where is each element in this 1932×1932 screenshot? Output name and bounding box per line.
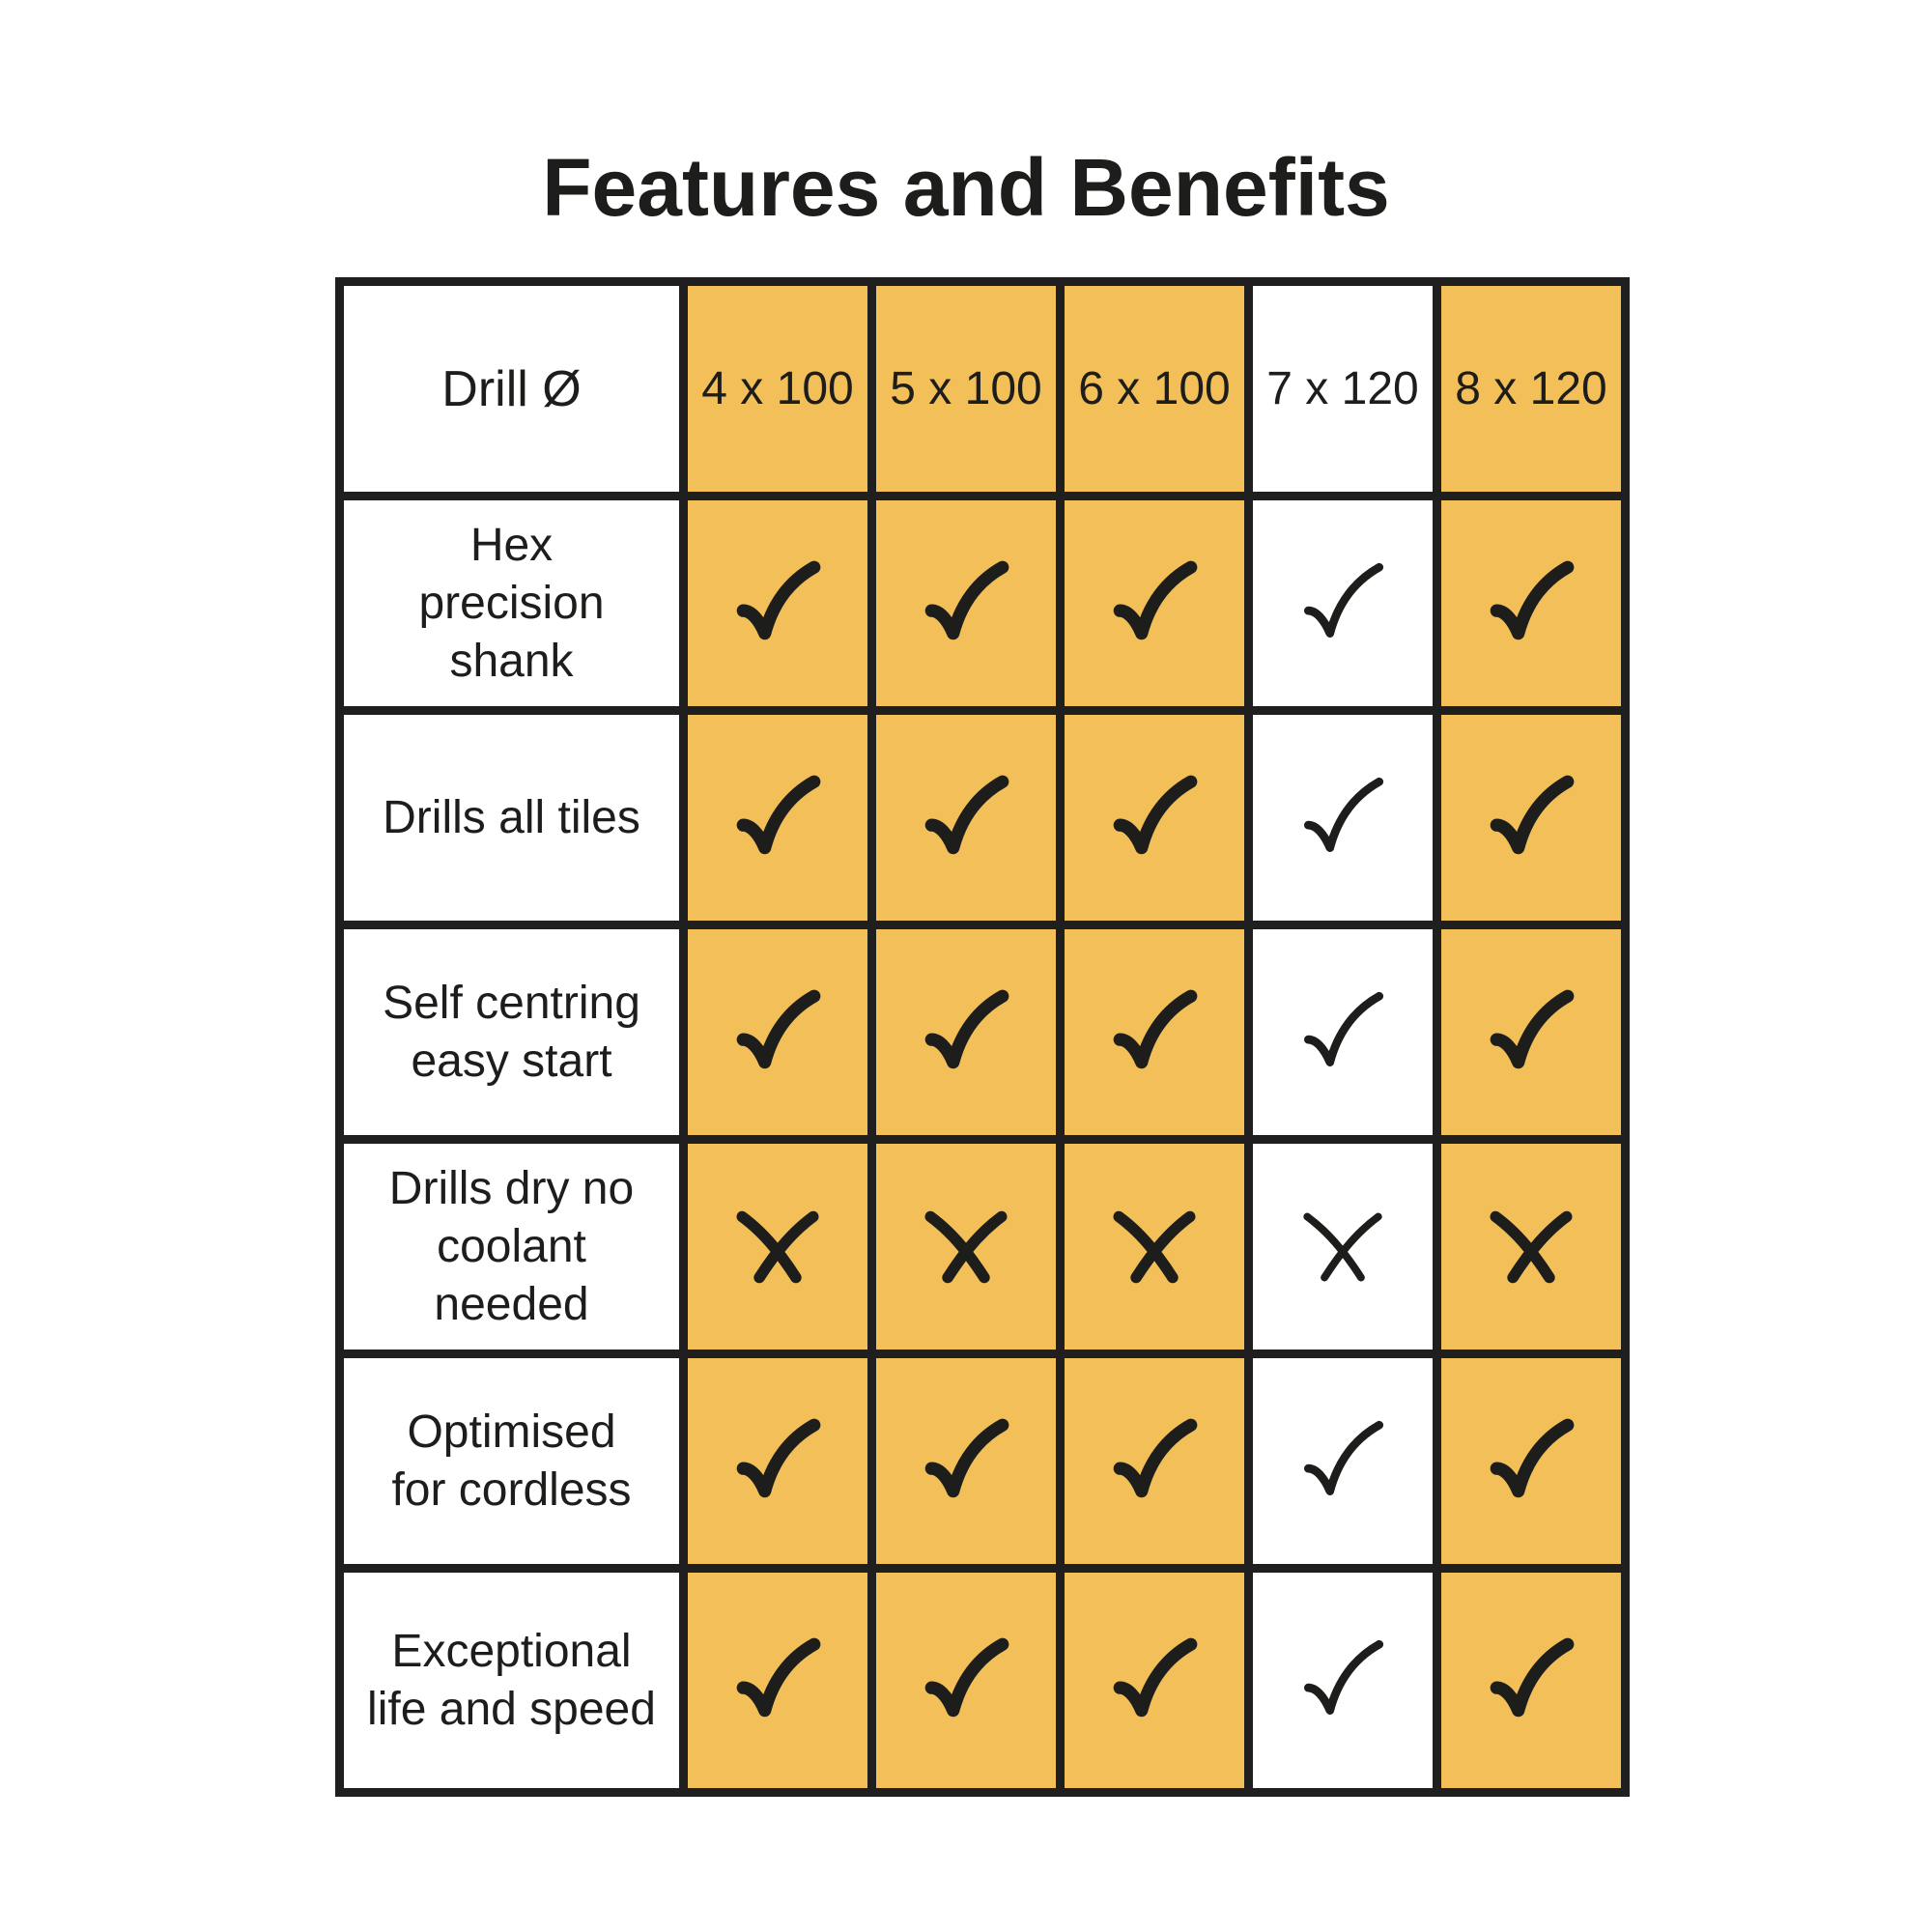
feature-label: Hex precision shank — [335, 492, 688, 715]
drill-diameter-header: Drill Ø — [335, 277, 688, 500]
mark-cell — [1244, 1564, 1441, 1797]
check-icon — [924, 1637, 1009, 1717]
cross-icon — [1113, 1210, 1196, 1283]
column-header: 8 x 120 — [1433, 277, 1630, 500]
mark-cell — [1056, 1135, 1253, 1358]
check-icon — [1113, 1637, 1198, 1717]
mark-cell — [679, 1564, 876, 1797]
mark-cell — [1244, 1135, 1441, 1358]
table-row: Drills dry no coolant needed — [335, 1135, 1630, 1358]
mark-cell — [679, 492, 876, 715]
check-icon — [736, 775, 821, 854]
feature-label: Drills all tiles — [335, 706, 688, 929]
check-icon — [736, 560, 821, 639]
mark-cell — [867, 921, 1065, 1144]
check-icon — [1303, 777, 1384, 852]
table-row: Drills all tiles — [335, 706, 1630, 929]
check-icon — [1490, 1637, 1575, 1717]
mark-cell — [1433, 1564, 1630, 1797]
check-icon — [924, 775, 1009, 854]
mark-cell — [1056, 921, 1253, 1144]
check-icon — [924, 1418, 1009, 1497]
mark-cell — [867, 1564, 1065, 1797]
check-icon — [1113, 1418, 1198, 1497]
check-icon — [1490, 560, 1575, 639]
mark-cell — [867, 706, 1065, 929]
mark-cell — [1244, 706, 1441, 929]
check-icon — [1303, 562, 1384, 638]
column-header: 6 x 100 — [1056, 277, 1253, 500]
check-icon — [1303, 1639, 1384, 1715]
mark-cell — [679, 706, 876, 929]
cross-icon — [736, 1210, 819, 1283]
check-icon — [1490, 1418, 1575, 1497]
feature-label: Optimised for cordless — [335, 1350, 688, 1573]
check-icon — [1490, 989, 1575, 1068]
check-icon — [736, 1637, 821, 1717]
mark-cell — [1244, 1350, 1441, 1573]
header-row: Drill Ø 4 x 100 5 x 100 6 x 100 7 x 120 … — [335, 277, 1630, 500]
mark-cell — [1056, 492, 1253, 715]
cross-icon — [1303, 1212, 1382, 1281]
table-row: Hex precision shank — [335, 492, 1630, 715]
column-header: 4 x 100 — [679, 277, 876, 500]
mark-cell — [867, 492, 1065, 715]
table-row: Self centring easy start — [335, 921, 1630, 1144]
table-row: Exceptional life and speed — [335, 1564, 1630, 1797]
check-icon — [924, 989, 1009, 1068]
check-icon — [1113, 989, 1198, 1068]
cross-icon — [1490, 1210, 1573, 1283]
mark-cell — [1056, 1564, 1253, 1797]
check-icon — [1113, 560, 1198, 639]
mark-cell — [1433, 921, 1630, 1144]
mark-cell — [1056, 1350, 1253, 1573]
mark-cell — [867, 1135, 1065, 1358]
cross-icon — [924, 1210, 1008, 1283]
mark-cell — [1433, 706, 1630, 929]
mark-cell — [1433, 492, 1630, 715]
check-icon — [736, 1418, 821, 1497]
features-table: Drill Ø 4 x 100 5 x 100 6 x 100 7 x 120 … — [335, 277, 1630, 1797]
mark-cell — [679, 921, 876, 1144]
mark-cell — [679, 1350, 876, 1573]
check-icon — [1303, 1420, 1384, 1495]
table-row: Optimised for cordless — [335, 1350, 1630, 1573]
check-icon — [736, 989, 821, 1068]
mark-cell — [1056, 706, 1253, 929]
mark-cell — [679, 1135, 876, 1358]
page-title: Features and Benefits — [542, 142, 1390, 233]
mark-cell — [1433, 1135, 1630, 1358]
check-icon — [924, 560, 1009, 639]
mark-cell — [867, 1350, 1065, 1573]
feature-label: Self centring easy start — [335, 921, 688, 1144]
column-header: 5 x 100 — [867, 277, 1065, 500]
column-header: 7 x 120 — [1244, 277, 1441, 500]
feature-label: Exceptional life and speed — [335, 1564, 688, 1797]
mark-cell — [1244, 921, 1441, 1144]
check-icon — [1113, 775, 1198, 854]
feature-label: Drills dry no coolant needed — [335, 1135, 688, 1358]
check-icon — [1490, 775, 1575, 854]
mark-cell — [1433, 1350, 1630, 1573]
mark-cell — [1244, 492, 1441, 715]
check-icon — [1303, 991, 1384, 1066]
